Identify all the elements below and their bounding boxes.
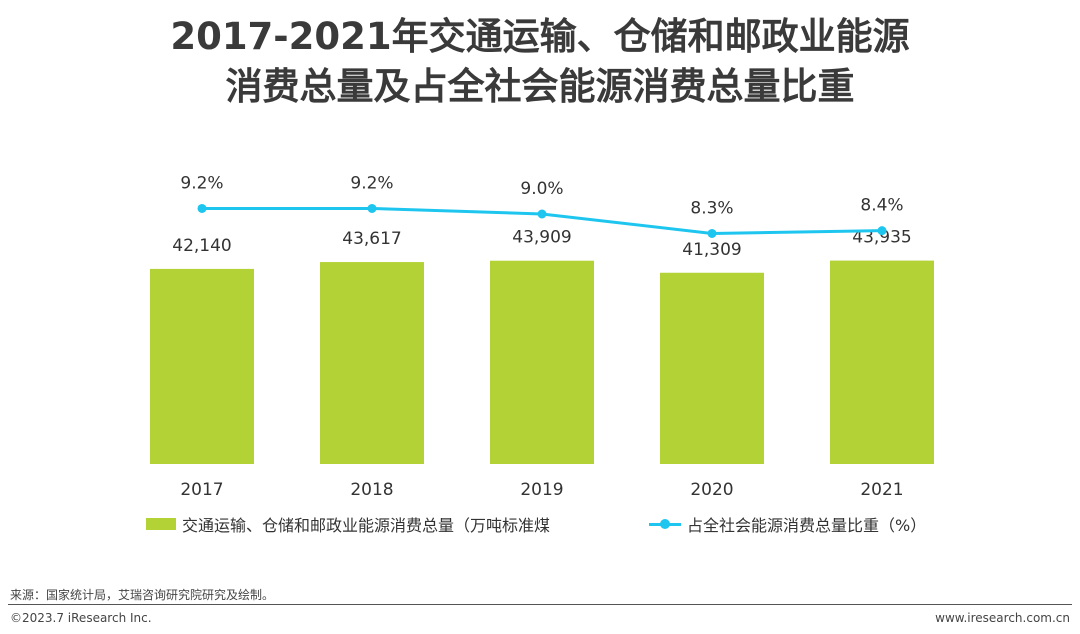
x-axis-layer: 2017 2018 2019 2020 2021 <box>180 480 903 500</box>
legend-item-energy-total: 交通运输、仓储和邮政业能源消费总量（万吨标准煤 <box>146 512 550 536</box>
bar-label-2018: 43,617 <box>342 229 401 249</box>
bar-labels-layer: 42,140 43,617 43,909 41,309 43,935 <box>172 228 911 260</box>
legend-label-share: 占全社会能源消费总量比重（%） <box>687 516 927 535</box>
source-note: 来源：国家统计局，艾瑞咨询研究院研究及绘制。 <box>10 588 275 602</box>
legend-swatch-line <box>649 518 681 530</box>
share-label-2017: 9.2% <box>180 173 223 193</box>
share-label-2021: 8.4% <box>860 196 903 216</box>
bar-label-2021: 43,935 <box>852 228 911 248</box>
bars-layer <box>150 260 934 464</box>
chart-title-line-1: 2017-2021年交通运输、仓储和邮政业能源 <box>170 15 910 58</box>
footer-divider <box>8 604 1072 605</box>
share-label-2018: 9.2% <box>350 173 393 193</box>
chart-title-line-2: 消费总量及占全社会能源消费总量比重 <box>225 65 855 108</box>
bar-2017 <box>150 268 254 464</box>
website-link[interactable]: www.iresearch.com.cn <box>935 611 1070 625</box>
legend-swatch-bar <box>146 518 176 530</box>
share-label-2019: 9.0% <box>520 179 563 199</box>
share-label-2020: 8.3% <box>690 198 733 218</box>
legend-label-energy-total: 交通运输、仓储和邮政业能源消费总量（万吨标准煤 <box>182 516 551 535</box>
legend-item-share: 占全社会能源消费总量比重（%） <box>649 512 926 536</box>
bar-2021 <box>830 260 934 464</box>
x-tick-2019: 2019 <box>520 480 563 500</box>
bar-2018 <box>320 262 424 464</box>
share-point-2017 <box>197 203 207 213</box>
x-tick-2021: 2021 <box>860 480 903 500</box>
line-layer: 9.2% 9.2% 9.0% 8.3% 8.4% <box>180 173 904 238</box>
bar-2020 <box>660 272 764 464</box>
bar-label-2020: 41,309 <box>682 240 741 260</box>
bar-2019 <box>490 260 594 464</box>
copyright-text: ©2023.7 iResearch Inc. <box>10 611 152 625</box>
x-tick-2017: 2017 <box>180 480 223 500</box>
x-tick-2018: 2018 <box>350 480 393 500</box>
bar-label-2017: 42,140 <box>172 236 231 256</box>
share-point-2019 <box>537 209 547 219</box>
share-point-2018 <box>367 203 377 213</box>
share-point-2021 <box>877 226 887 236</box>
bar-label-2019: 43,909 <box>512 228 571 248</box>
share-point-2020 <box>707 228 717 238</box>
x-tick-2020: 2020 <box>690 480 733 500</box>
chart-title: 2017-2021年交通运输、仓储和邮政业能源 消费总量及占全社会能源消费总量比… <box>0 12 1080 112</box>
